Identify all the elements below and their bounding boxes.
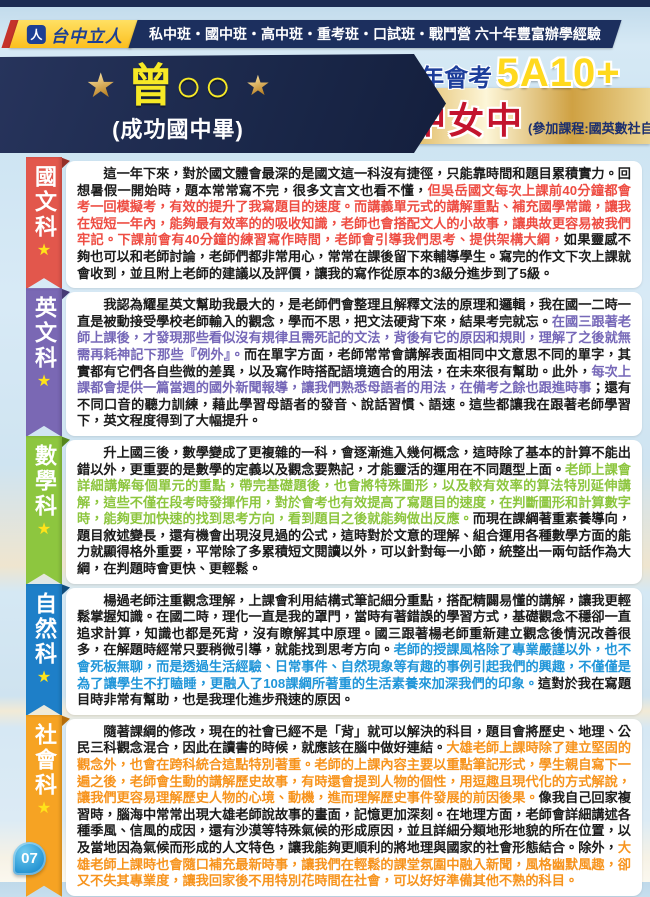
text-segment-normal: 我認為耀星英文幫助我最大的，是老師們會整理且解釋文法的原理和邏輯，我在國一二時一… <box>77 297 631 329</box>
section-panel: 我認為耀星英文幫助我最大的，是老師們會整理且解釋文法的原理和邏輯，我在國一二時一… <box>66 292 642 436</box>
text-segment-normal: 隨著課綱的修改，現在的社會已經不是「背」就可以解決的科目，題目會將歷史、地理、公… <box>77 723 631 756</box>
star-icon: ★ <box>36 242 52 259</box>
star-icon: ★ <box>36 799 52 817</box>
ribbon-fold <box>60 288 70 302</box>
liren-person-icon: 人 <box>27 24 46 44</box>
subject-tab-chinese: 國文科 ★ <box>26 157 62 289</box>
section-paragraph: 這一年下來，對於國文體會最深的是國文這一科沒有捷徑，只能靠時間和題目累積實力。回… <box>77 166 631 282</box>
section-math: 數學科 ★ 升上國三後，數學變成了更複雜的一科，會逐漸進入幾何概念，這時除了基本… <box>66 435 642 584</box>
student-school: (成功國中畢) <box>112 117 244 142</box>
section-social: 社會科 ★ 隨著課綱的修改，現在的社會已經不是「背」就可以解決的科目，題目會將歷… <box>66 714 642 896</box>
text-segment-highlight: 老師的授課風格除了專業嚴謹以外，也不會死板無聊，而是透過生活經驗、日常事件、自然… <box>77 642 632 691</box>
subject-tab-english: 英文科 ★ <box>26 288 62 437</box>
section-paragraph: 隨著課綱的修改，現在的社會已經不是「背」就可以解決的科目，題目會將歷史、地理、公… <box>77 724 631 890</box>
subject-tab-label: 英文科 <box>32 296 57 372</box>
gold-star-icon: ★ <box>245 69 271 101</box>
services-text: 私中班・國中班・高中班・重考班・口試班・戰鬥營 六十年豐富辦學經驗 <box>149 26 601 42</box>
section-panel: 隨著課綱的修改，現在的社會已經不是「背」就可以解決的科目，題目會將歷史、地理、公… <box>66 718 642 896</box>
section-english: 英文科 ★ 我認為耀星英文幫助我最大的，是老師們會整理且解釋文法的原理和邏輯，我… <box>66 288 642 436</box>
text-segment-highlight: 每次上課都會提供一篇當週的國外新聞報導，讓我們熟悉母語者的用法，在備考之餘也跟進… <box>77 363 632 396</box>
subject-tab-label: 自然科 <box>32 591 57 667</box>
student-name: 曾○○ <box>128 60 234 111</box>
star-icon: ★ <box>36 520 52 538</box>
text-segment-normal: 這對於我在寫題目時非常有幫助，也是我理化進步飛速的原因。 <box>77 675 632 708</box>
subject-tab-label: 國文科 <box>32 165 57 240</box>
subject-tab-label: 數學科 <box>32 443 57 519</box>
ribbon-fold <box>60 714 70 728</box>
text-segment-normal: 楊過老師注重觀念理解，上課會利用結構式筆記細分重點，搭配精闢易懂的講解，讓我更輕… <box>77 592 631 658</box>
text-segment-normal: 而現在課綱著重素養導向，題目敘述變長，還有機會出現沒見過的公式，這時對於文意的理… <box>77 511 632 577</box>
text-segment-normal: 升上國三後，數學變成了更複雜的一科，會逐漸進入幾何概念，這時除了基本的計算不能出… <box>77 444 631 477</box>
brand-plate: 人 台中立人 <box>9 20 141 48</box>
courses-note: (參加課程:國英數社自) <box>528 121 650 136</box>
section-paragraph: 楊過老師注重觀念理解，上課會利用結構式筆記細分重點，搭配精闢易懂的講解，讓我更輕… <box>77 593 631 709</box>
section-paragraph: 我認為耀星英文幫助我最大的，是老師們會整理且解釋文法的原理和邏輯，我在國一二時一… <box>77 297 631 430</box>
exam-score: 5A10+ <box>496 51 621 95</box>
section-chinese: 國文科 ★ 這一年下來，對於國文體會最深的是國文這一科沒有捷徑，只能靠時間和題目… <box>66 157 642 289</box>
text-segment-normal: 這一年下來，對於國文體會最深的是國文這一科沒有捷徑，只能靠時間和題目累積實力。回… <box>77 166 631 198</box>
section-science: 自然科 ★ 楊過老師注重觀念理解，上課會利用結構式筆記細分重點，搭配精闢易懂的講… <box>66 583 642 715</box>
header-banner: 人 台中立人 私中班・國中班・高中班・重考班・口試班・戰鬥營 六十年豐富辦學經驗 <box>0 20 650 48</box>
section-paragraph: 升上國三後，數學變成了更複雜的一科，會逐漸進入幾何概念，這時除了基本的計算不能出… <box>77 445 631 578</box>
page-number: 07 <box>21 850 38 867</box>
section-panel: 升上國三後，數學變成了更複雜的一科，會逐漸進入幾何概念，這時除了基本的計算不能出… <box>66 439 642 584</box>
gold-star-icon: ★ <box>85 66 116 105</box>
student-pennant: ★ 曾○○ ★ (成功國中畢) <box>0 54 446 153</box>
hero-banner: 榮榜 台中女中 (參加課程:國英數社自) 114年會考 5A10+ ★ 曾○○ … <box>0 51 650 153</box>
ribbon-fold <box>60 583 70 597</box>
star-icon: ★ <box>36 373 52 391</box>
brand-name: 台中立人 <box>51 26 123 46</box>
star-icon: ★ <box>36 668 52 686</box>
ribbon-fold <box>60 157 70 170</box>
section-panel: 楊過老師注重觀念理解，上課會利用結構式筆記細分重點，搭配精闢易懂的講解，讓我更輕… <box>66 587 642 715</box>
text-segment-highlight: 但吳岳國文每次上課前40分鐘都會考一回模擬考，有效的提升了我寫題目的速度。而講義… <box>77 182 631 248</box>
text-segment-normal: 像我自己回家複習時，腦海中常常出現大雄老師說故事的畫面，記憶更加深刻。在地理方面… <box>77 790 632 855</box>
text-segment-highlight: 在國三跟著老師上課後，才發現那些看似沒有規律且需死記的文法，背後有它的原因和規則… <box>77 313 631 362</box>
subject-sections: 國文科 ★ 這一年下來，對於國文體會最深的是國文這一科沒有捷徑，只能靠時間和題目… <box>66 157 642 896</box>
text-segment-normal: 而在單字方面，老師常常會講解表面相同中文意思不同的單字，其實都有它們各自些微的差… <box>77 346 631 379</box>
ribbon-fold <box>60 435 70 449</box>
text-segment-highlight: 大雄老師上課時除了建立堅固的觀念外，也會在跨科統合這點特別著重。老師的上課內容主… <box>77 740 632 806</box>
services-plate: 私中班・國中班・高中班・重考班・口試班・戰鬥營 六十年豐富辦學經驗 <box>128 20 622 48</box>
subject-tab-label: 社會科 <box>32 722 57 798</box>
subject-tab-math: 數學科 ★ <box>26 436 62 585</box>
page-number-badge: 07 <box>13 842 46 875</box>
text-segment-normal: ；還有不同口音的聽力訓練，藉此學習母語者的發音、說話習慣、語速。這些都讓我在跟著… <box>77 380 632 429</box>
text-segment-highlight: 老師上課會詳細講解每個單元的重點，帶完基礎題後，也會將特殊圖形，以及較有效率的算… <box>77 461 631 527</box>
top-navy-bar <box>0 0 650 7</box>
subject-tab-science: 自然科 ★ <box>26 584 62 716</box>
section-panel: 這一年下來，對於國文體會最深的是國文這一科沒有捷徑，只能靠時間和題目累積實力。回… <box>66 161 642 289</box>
text-segment-normal: 如果靈感不夠也可以和老師討論，老師們都非常用心，常常在課後留下來輔導學生。寫完的… <box>77 232 631 281</box>
